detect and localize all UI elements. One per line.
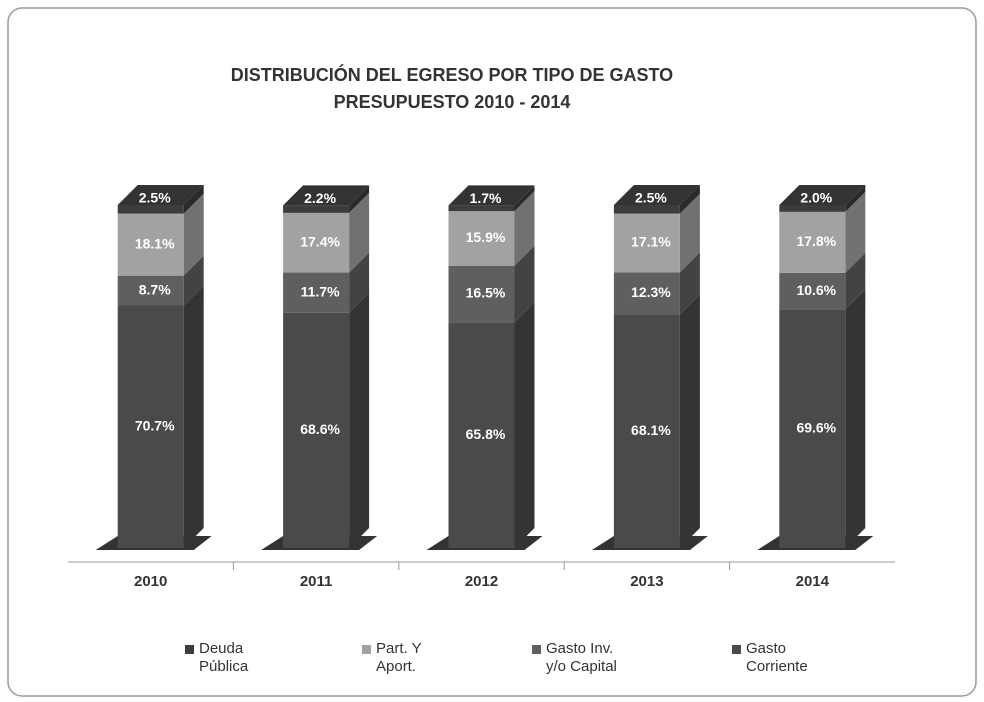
bar-top: [448, 185, 535, 206]
x-tick-label: 2011: [300, 573, 333, 590]
bar-segment: [448, 211, 515, 266]
bar-segment: [117, 213, 184, 276]
legend-label: Gasto Corriente: [746, 640, 808, 675]
bar-side: [349, 192, 370, 273]
legend-item: Gasto Corriente: [732, 640, 808, 676]
legend-swatch: [185, 645, 194, 654]
chart-subtitle: PRESUPUESTO 2010 - 2014: [334, 92, 571, 112]
data-label: 2.5%: [139, 190, 171, 206]
legend-swatch: [532, 645, 541, 654]
data-label: 68.6%: [300, 421, 340, 437]
legend-swatch: [362, 645, 371, 654]
legend-label: Deuda Pública: [199, 640, 249, 675]
data-label: 16.5%: [466, 285, 506, 301]
bar-side: [679, 252, 700, 315]
bar-segment: [448, 265, 515, 323]
data-label: 2.2%: [304, 190, 336, 206]
bar-side: [845, 252, 866, 310]
chart-title: DISTRIBUCIÓN DEL EGRESO POR TIPO DE GAST…: [231, 64, 673, 85]
bar-side: [514, 302, 535, 548]
bar-side: [514, 191, 535, 266]
data-label: 68.1%: [631, 422, 671, 438]
bar-segment: [613, 314, 680, 548]
bar-side: [845, 289, 866, 548]
x-tick-label: 2013: [630, 573, 663, 590]
bar-side: [349, 252, 370, 313]
bar-segment: [448, 322, 515, 548]
bar-side: [845, 191, 866, 273]
bar-segment: [779, 309, 846, 548]
bar-side: [183, 193, 204, 276]
legend-item: Deuda Pública: [185, 640, 251, 676]
bar-segment: [613, 213, 680, 273]
bar-segment: [117, 305, 184, 548]
data-label: 17.8%: [796, 233, 836, 249]
bar-segment: [779, 205, 846, 212]
data-label: 12.3%: [631, 284, 671, 300]
bar-segment: [283, 212, 350, 273]
bar-segment: [117, 205, 184, 214]
bar-segment: [779, 272, 846, 310]
data-label: 70.7%: [135, 417, 175, 433]
legend-label: Part. Y Aport.: [376, 640, 422, 675]
bar-top: [613, 185, 700, 205]
bar-side: [679, 185, 700, 214]
data-label: 17.4%: [300, 233, 340, 249]
data-label: 65.8%: [466, 426, 506, 442]
legend: Deuda Pública Part. Y Aport. Gasto Inv. y/…: [0, 640, 984, 690]
data-label: 2.0%: [800, 190, 832, 206]
data-label: 15.9%: [466, 229, 506, 245]
bar-top: [779, 185, 866, 205]
legend-label: Gasto Inv. y/o Capital: [546, 640, 617, 675]
bar-side: [349, 185, 370, 213]
data-label: 2.5%: [635, 190, 667, 206]
bar-side: [349, 292, 370, 548]
data-label: 1.7%: [470, 190, 502, 206]
bar-side: [514, 185, 535, 212]
bar-segment: [613, 272, 680, 315]
bar-segment: [117, 275, 184, 306]
bar-side: [183, 255, 204, 306]
legend-item: Part. Y Aport.: [362, 640, 428, 676]
x-tick-label: 2010: [134, 573, 167, 590]
bar-segment: [779, 211, 846, 273]
bar-top: [117, 185, 204, 205]
data-label: 17.1%: [631, 234, 671, 250]
data-label: 69.6%: [796, 419, 836, 435]
bar-side: [183, 285, 204, 548]
legend-item: Gasto Inv. y/o Capital: [532, 640, 626, 676]
bar-segment: [448, 205, 515, 212]
data-label: 10.6%: [796, 282, 836, 298]
x-tick-label: 2014: [796, 573, 830, 590]
bar-side: [679, 294, 700, 548]
data-label: 8.7%: [139, 281, 171, 297]
bar-segment: [283, 312, 350, 548]
data-label: 18.1%: [135, 235, 175, 251]
legend-swatch: [732, 645, 741, 654]
bar-side: [679, 193, 700, 273]
bar-side: [514, 245, 535, 323]
bar-segment: [283, 205, 350, 213]
bar-side: [183, 185, 204, 214]
bar-segment: [283, 272, 350, 313]
data-label: 11.7%: [301, 283, 340, 299]
bar-segment: [613, 205, 680, 214]
x-tick-label: 2012: [465, 573, 498, 590]
bar-side: [845, 185, 866, 212]
bar-top: [283, 185, 370, 206]
